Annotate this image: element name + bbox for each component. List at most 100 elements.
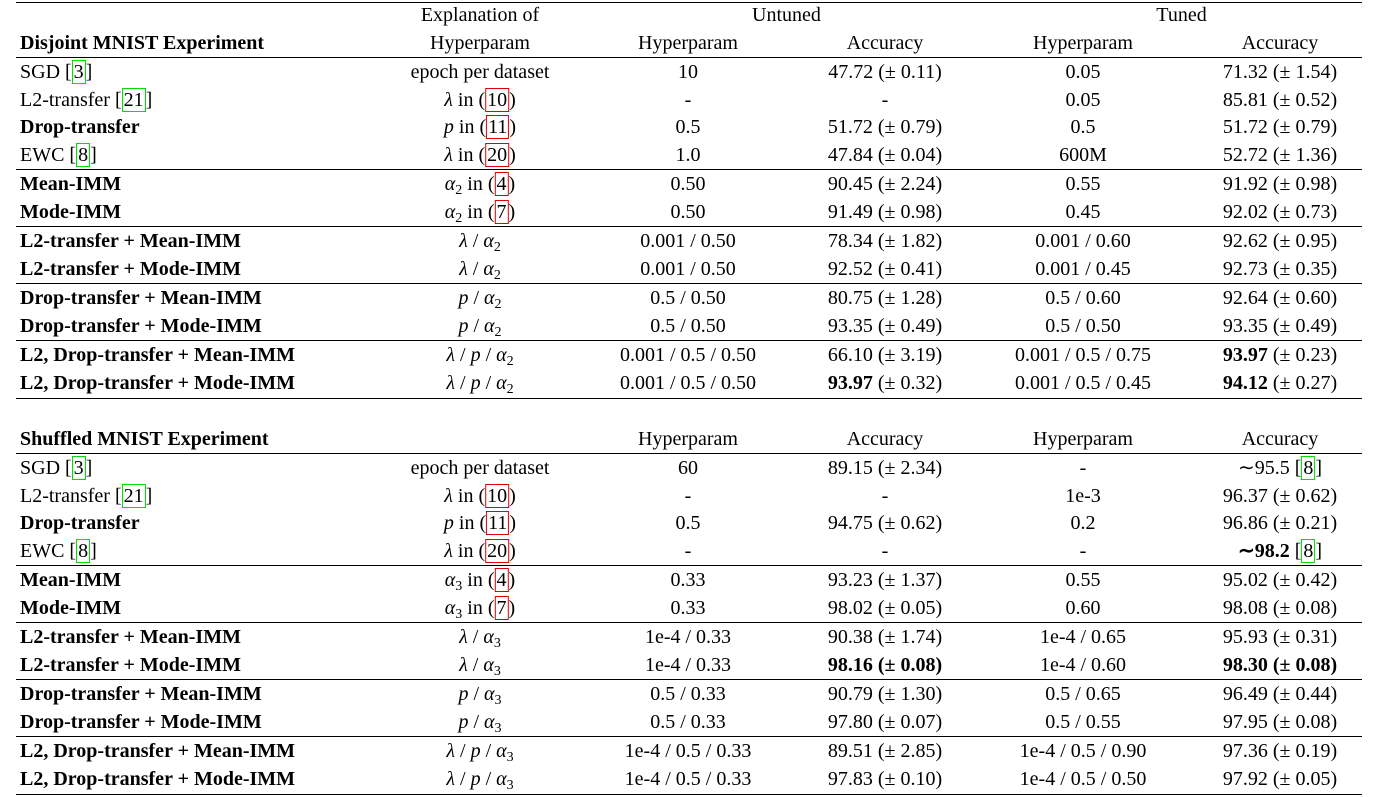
cell-text: 51.72 (± 0.79) xyxy=(1222,116,1338,139)
table-cell: 0.05 xyxy=(1066,60,1101,84)
rule-line xyxy=(16,453,1362,454)
table-cell: λ / p / α2 xyxy=(446,371,513,397)
table-cell: 71.32 (± 1.54) xyxy=(1223,60,1337,84)
cell-text: epoch per dataset xyxy=(410,61,550,83)
cell-text: L2-transfer [ xyxy=(20,484,122,507)
table-cell: 0.001 / 0.5 / 0.75 xyxy=(1015,343,1151,367)
column-header: Hyperparam xyxy=(638,427,738,451)
cell-text: - xyxy=(881,540,889,563)
table-cell: 1e-3 xyxy=(1065,484,1101,508)
cell-text: 0.5 / 0.50 xyxy=(650,314,726,337)
table-cell: 1e-4 / 0.5 / 0.33 xyxy=(625,767,752,791)
bold-text: Mode-IMM xyxy=(20,597,122,619)
subscript: 3 xyxy=(506,750,514,765)
math-symbol: p xyxy=(470,344,481,366)
table-cell: 47.84 (± 0.04) xyxy=(828,143,942,167)
cell-text: 47.72 (± 0.11) xyxy=(828,61,942,83)
bold-text: L2-transfer + Mode-IMM xyxy=(20,653,241,676)
math-symbol: λ xyxy=(446,344,456,366)
table-cell: 98.30 (± 0.08) xyxy=(1223,653,1337,677)
cell-text: - xyxy=(881,88,889,111)
rule-line xyxy=(16,397,1362,399)
cell-text: 1.0 xyxy=(675,144,701,167)
cell-text: 60 xyxy=(678,457,698,479)
table-cell: SGD [3] xyxy=(20,60,92,84)
cell-text: in ( xyxy=(462,597,495,619)
math-symbol: λ xyxy=(446,371,456,394)
cell-text: / xyxy=(455,371,471,394)
cell-text: ) xyxy=(508,173,516,196)
bold-text: L2, Drop-transfer + Mean-IMM xyxy=(20,344,296,366)
cell-text: / xyxy=(455,767,471,790)
cell-text: SGD [ xyxy=(20,61,72,83)
cell-text: 97.83 (± 0.10) xyxy=(827,767,943,790)
table-cell: Mode-IMM xyxy=(20,200,121,224)
cell-text: 66.10 (± 3.19) xyxy=(827,344,943,366)
cell-text: ] xyxy=(90,144,97,167)
table-cell: 60 xyxy=(678,456,698,480)
subscript: 2 xyxy=(494,297,502,313)
column-header-text: Accuracy xyxy=(846,428,924,450)
table-cell: 51.72 (± 0.79) xyxy=(1223,115,1337,139)
cell-text: 0.5 / 0.50 xyxy=(1045,314,1121,337)
table-cell: λ in (20) xyxy=(444,143,516,168)
cell-text: 0.001 / 0.5 / 0.50 xyxy=(619,344,757,366)
cell-text: 1e-4 / 0.33 xyxy=(644,653,732,676)
cell-text: 0.5 / 0.50 xyxy=(650,287,726,310)
table-cell: 95.02 (± 0.42) xyxy=(1223,568,1337,592)
group-header-text: Explanation of xyxy=(420,4,540,26)
section-title: Disjoint MNIST Experiment xyxy=(20,31,264,55)
bold-text: 94.12 xyxy=(1222,371,1268,394)
rule-line xyxy=(16,2,1362,3)
table-cell: λ / p / α3 xyxy=(446,739,514,765)
table-cell: 1e-4 / 0.5 / 0.33 xyxy=(625,739,752,763)
bold-text: L2-transfer + Mean-IMM xyxy=(20,626,241,649)
table-cell: epoch per dataset xyxy=(411,456,550,480)
cell-text: 91.49 (± 0.98) xyxy=(827,201,943,223)
table-cell: 0.001 / 0.45 xyxy=(1035,257,1131,281)
cell-text: 93.23 (± 1.37) xyxy=(827,569,943,592)
subscript: 2 xyxy=(494,324,502,340)
subscript: 3 xyxy=(494,693,502,709)
rule-line xyxy=(16,679,1362,680)
citation: 3 xyxy=(71,456,86,480)
table-cell: 90.38 (± 1.74) xyxy=(828,625,942,649)
cell-text: ) xyxy=(508,597,516,619)
table-cell: α3 in (7) xyxy=(444,596,516,622)
cell-text: / xyxy=(455,740,471,762)
bold-text: Drop-transfer xyxy=(20,512,140,535)
table-cell: 66.10 (± 3.19) xyxy=(828,343,942,367)
group-header: Explanation of xyxy=(421,3,539,27)
table-cell: p / α2 xyxy=(458,314,502,340)
table-cell: 96.37 (± 0.62) xyxy=(1223,484,1337,508)
table-cell: 97.92 (± 0.05) xyxy=(1223,767,1337,791)
cell-text: (± 0.23) xyxy=(1267,344,1338,366)
math-symbol: α xyxy=(444,597,456,619)
cell-text: 90.79 (± 1.30) xyxy=(827,683,943,706)
table-cell: 93.23 (± 1.37) xyxy=(828,568,942,592)
cell-text: EWC [ xyxy=(20,144,77,167)
table-cell: 92.73 (± 0.35) xyxy=(1223,257,1337,281)
cell-text: / xyxy=(467,626,484,649)
table-cell: L2, Drop-transfer + Mean-IMM xyxy=(20,739,295,763)
table-cell: Drop-transfer + Mean-IMM xyxy=(20,286,262,310)
citation: 21 xyxy=(121,87,146,112)
table-cell: Mode-IMM xyxy=(20,596,121,620)
math-symbol: α xyxy=(483,257,494,280)
math-symbol: λ xyxy=(444,540,453,563)
table-cell: 0.5 / 0.55 xyxy=(1045,710,1121,734)
table-cell: 0.33 xyxy=(671,568,706,592)
bold-text: 98.16 (± 0.08) xyxy=(827,653,943,676)
group-header-text: Untuned xyxy=(752,4,821,26)
table-cell: SGD [3] xyxy=(20,456,92,480)
cell-text: 92.02 (± 0.73) xyxy=(1222,201,1338,223)
cell-text: 92.73 (± 0.35) xyxy=(1222,257,1338,280)
cell-text: 0.05 xyxy=(1065,88,1101,111)
table-cell: 92.62 (± 0.95) xyxy=(1223,229,1337,253)
cell-text: 96.37 (± 0.62) xyxy=(1222,484,1338,507)
math-symbol: α xyxy=(484,314,495,337)
cell-text: 0.001 / 0.50 xyxy=(640,257,736,280)
cell-text: 1e-4 / 0.5 / 0.33 xyxy=(624,767,752,790)
cell-text: 1e-4 / 0.33 xyxy=(644,626,732,649)
cell-text: / xyxy=(468,710,485,733)
